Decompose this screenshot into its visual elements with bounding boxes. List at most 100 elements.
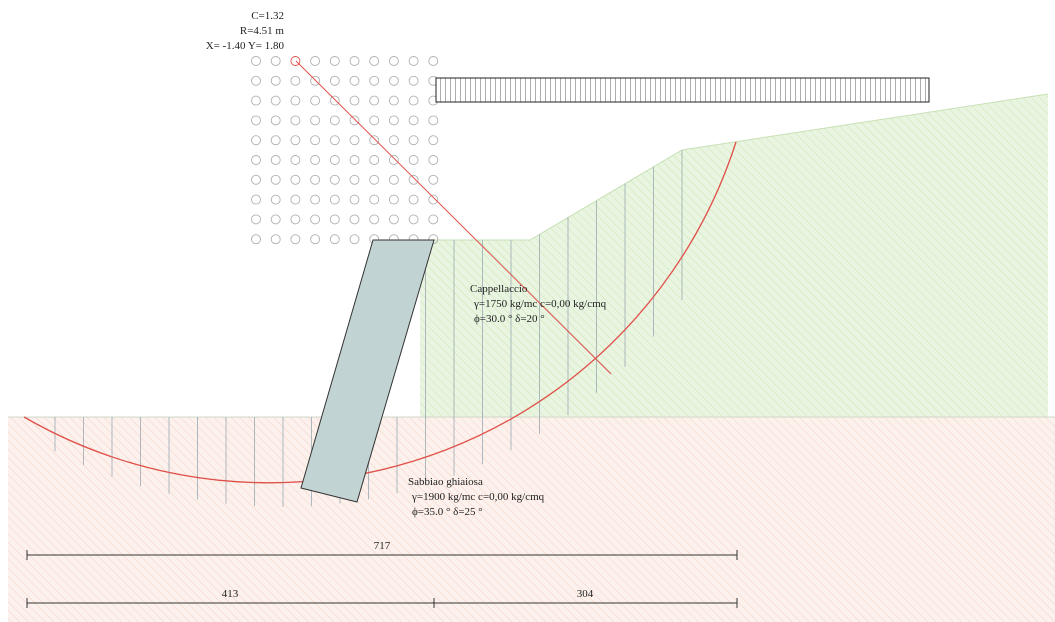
grid-center-point [329,135,340,146]
safety-factor-label: C=1.32 [251,10,284,22]
center-coordinates-label: X= -1.40 Y= 1.80 [206,40,285,52]
grid-center-point [310,75,321,86]
grid-center-point [349,56,360,66]
grid-center-point [408,194,419,205]
dimension-right-label: 304 [577,588,594,600]
grid-center-point [388,56,399,66]
grid-center-point [408,75,419,86]
grid-center-point [310,214,321,225]
grid-center-point [251,214,261,225]
dimension-total [26,550,738,560]
grid-center-point [428,174,439,185]
grid-center-point [329,75,340,86]
grid-center-point [369,194,380,205]
retaining-wall [300,239,435,503]
grid-center-point [369,95,380,106]
grid-center-point [290,75,301,86]
grid-center-point [251,174,261,185]
grid-center-point [349,75,360,86]
dimension-left [26,598,738,608]
grid-center-point [369,75,380,86]
grid-center-point [349,214,360,225]
grid-center-point [428,194,439,205]
grid-center-point [329,95,340,106]
soil-layer-cappellaccio [420,94,1048,417]
grid-center-point [290,115,301,126]
grid-center-point [251,75,261,86]
grid-center-point [251,135,261,146]
grid-center-point [310,194,321,205]
grid-center-point [369,155,380,165]
grid-center-point [428,115,439,126]
grid-center-point [310,135,321,146]
grid-center-point [408,95,419,106]
grid-center-point [349,194,360,205]
grid-center-point [428,155,439,165]
grid-center-point [349,115,360,126]
grid-center-point [349,155,360,165]
grid-center-point [408,174,419,185]
grid-center-point [369,214,380,225]
grid-center-point [388,115,399,126]
grid-center-point [388,155,399,165]
grid-center-point [251,194,261,205]
grid-center-point [270,115,281,126]
grid-center-point [290,194,301,205]
soil-phi-cappellaccio: ϕ=30.0 ° δ=20 ° [474,313,545,325]
grid-center-point [369,174,380,185]
soil-layer-sabbia [8,417,1055,622]
grid-center-point [310,56,321,66]
ground-profile [420,93,1049,241]
grid-center-point [408,135,419,146]
grid-center-point [428,135,439,146]
grid-center-point [349,234,360,245]
grid-center-point [251,95,261,106]
grid-center-point [251,234,261,245]
grid-center-point [408,56,419,66]
grid-center-point [290,234,301,245]
soil-gamma-sabbia: γ=1900 kg/mc c=0,00 kg/cmq [411,491,545,503]
grid-center-point [329,234,340,245]
grid-center-point [310,115,321,126]
grid-center-point [270,155,281,165]
grid-center-point [270,95,281,106]
grid-center-point [270,56,281,66]
soil-gamma-cappellaccio: γ=1750 kg/mc c=0,00 kg/cmq [473,298,607,310]
soil-phi-sabbia: ϕ=35.0 ° δ=25 ° [412,506,483,518]
grid-center-point [388,194,399,205]
surcharge-load [435,77,930,103]
grid-center-point [388,135,399,146]
grid-center-point [270,135,281,146]
radius-line [295,60,612,375]
grid-center-point [408,155,419,165]
grid-center-point [310,95,321,106]
grid-center-point [388,174,399,185]
grid-center-point [290,174,301,185]
grid-center-point [349,174,360,185]
grid-center-point [329,194,340,205]
grid-center-point [270,75,281,86]
grid-center-point [329,56,340,66]
grid-center-point [329,214,340,225]
grid-center-point [310,234,321,245]
grid-center-point [290,155,301,165]
slip-surface-arc [23,141,737,484]
soil-name-sabbia: Sabbiao ghiaiosa [408,476,483,488]
grid-center-point [369,135,380,146]
grid-center-point [290,56,301,66]
grid-center-point [388,214,399,225]
grid-center-point [270,174,281,185]
grid-center-point [388,95,399,106]
grid-center-point [408,214,419,225]
grid-center-point [349,95,360,106]
grid-center-point [290,95,301,106]
dimension-total-label: 717 [374,540,391,552]
grid-center-point [428,214,439,225]
grid-center-point [428,56,439,66]
grid-center-point [349,135,360,146]
grid-center-point [408,115,419,126]
grid-center-point [251,155,261,165]
dimension-left-label: 413 [222,588,239,600]
